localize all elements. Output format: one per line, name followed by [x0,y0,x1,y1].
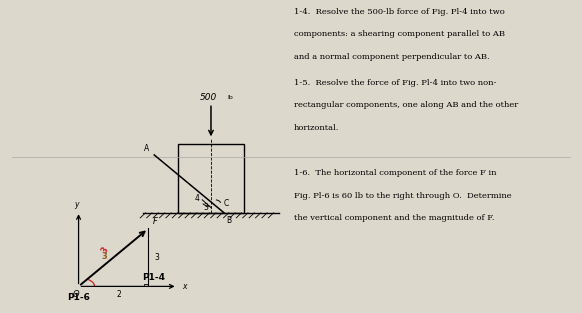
Text: y: y [74,200,79,209]
Text: horizontal.: horizontal. [294,124,339,132]
Text: 500: 500 [200,93,217,102]
Bar [178,144,244,213]
Text: 3: 3 [204,203,209,212]
Text: 3: 3 [154,253,159,262]
Text: B: B [226,216,231,225]
Text: P1-4: P1-4 [143,273,166,282]
Text: A: A [144,144,150,153]
Text: 1-5.  Resolve the force of Fig. Pl-4 into two non-: 1-5. Resolve the force of Fig. Pl-4 into… [294,79,496,87]
Text: 1-4.  Resolve the 500-lb force of Fig. Pl-4 into two: 1-4. Resolve the 500-lb force of Fig. Pl… [294,8,505,16]
Text: lb: lb [227,95,233,100]
Text: the vertical component and the magnitude of F.: the vertical component and the magnitude… [294,214,495,222]
Text: 4: 4 [194,194,200,203]
Text: 1-6.  The horizontal component of the force F in: 1-6. The horizontal component of the for… [294,169,496,177]
Text: components: a shearing component parallel to AB: components: a shearing component paralle… [294,30,505,38]
Text: x: x [182,282,187,291]
Text: 3: 3 [102,252,108,261]
Text: rectangular components, one along AB and the other: rectangular components, one along AB and… [294,101,518,109]
Text: 2: 2 [117,290,122,299]
Text: O: O [72,290,79,299]
Text: and a normal component perpendicular to AB.: and a normal component perpendicular to … [294,53,489,61]
Text: Fig. Pl-6 is 60 lb to the right through O.  Determine: Fig. Pl-6 is 60 lb to the right through … [294,192,512,200]
Text: C: C [223,199,229,208]
Text: P1-6: P1-6 [67,293,90,302]
Text: 3: 3 [100,245,110,255]
Text: F: F [152,217,157,226]
